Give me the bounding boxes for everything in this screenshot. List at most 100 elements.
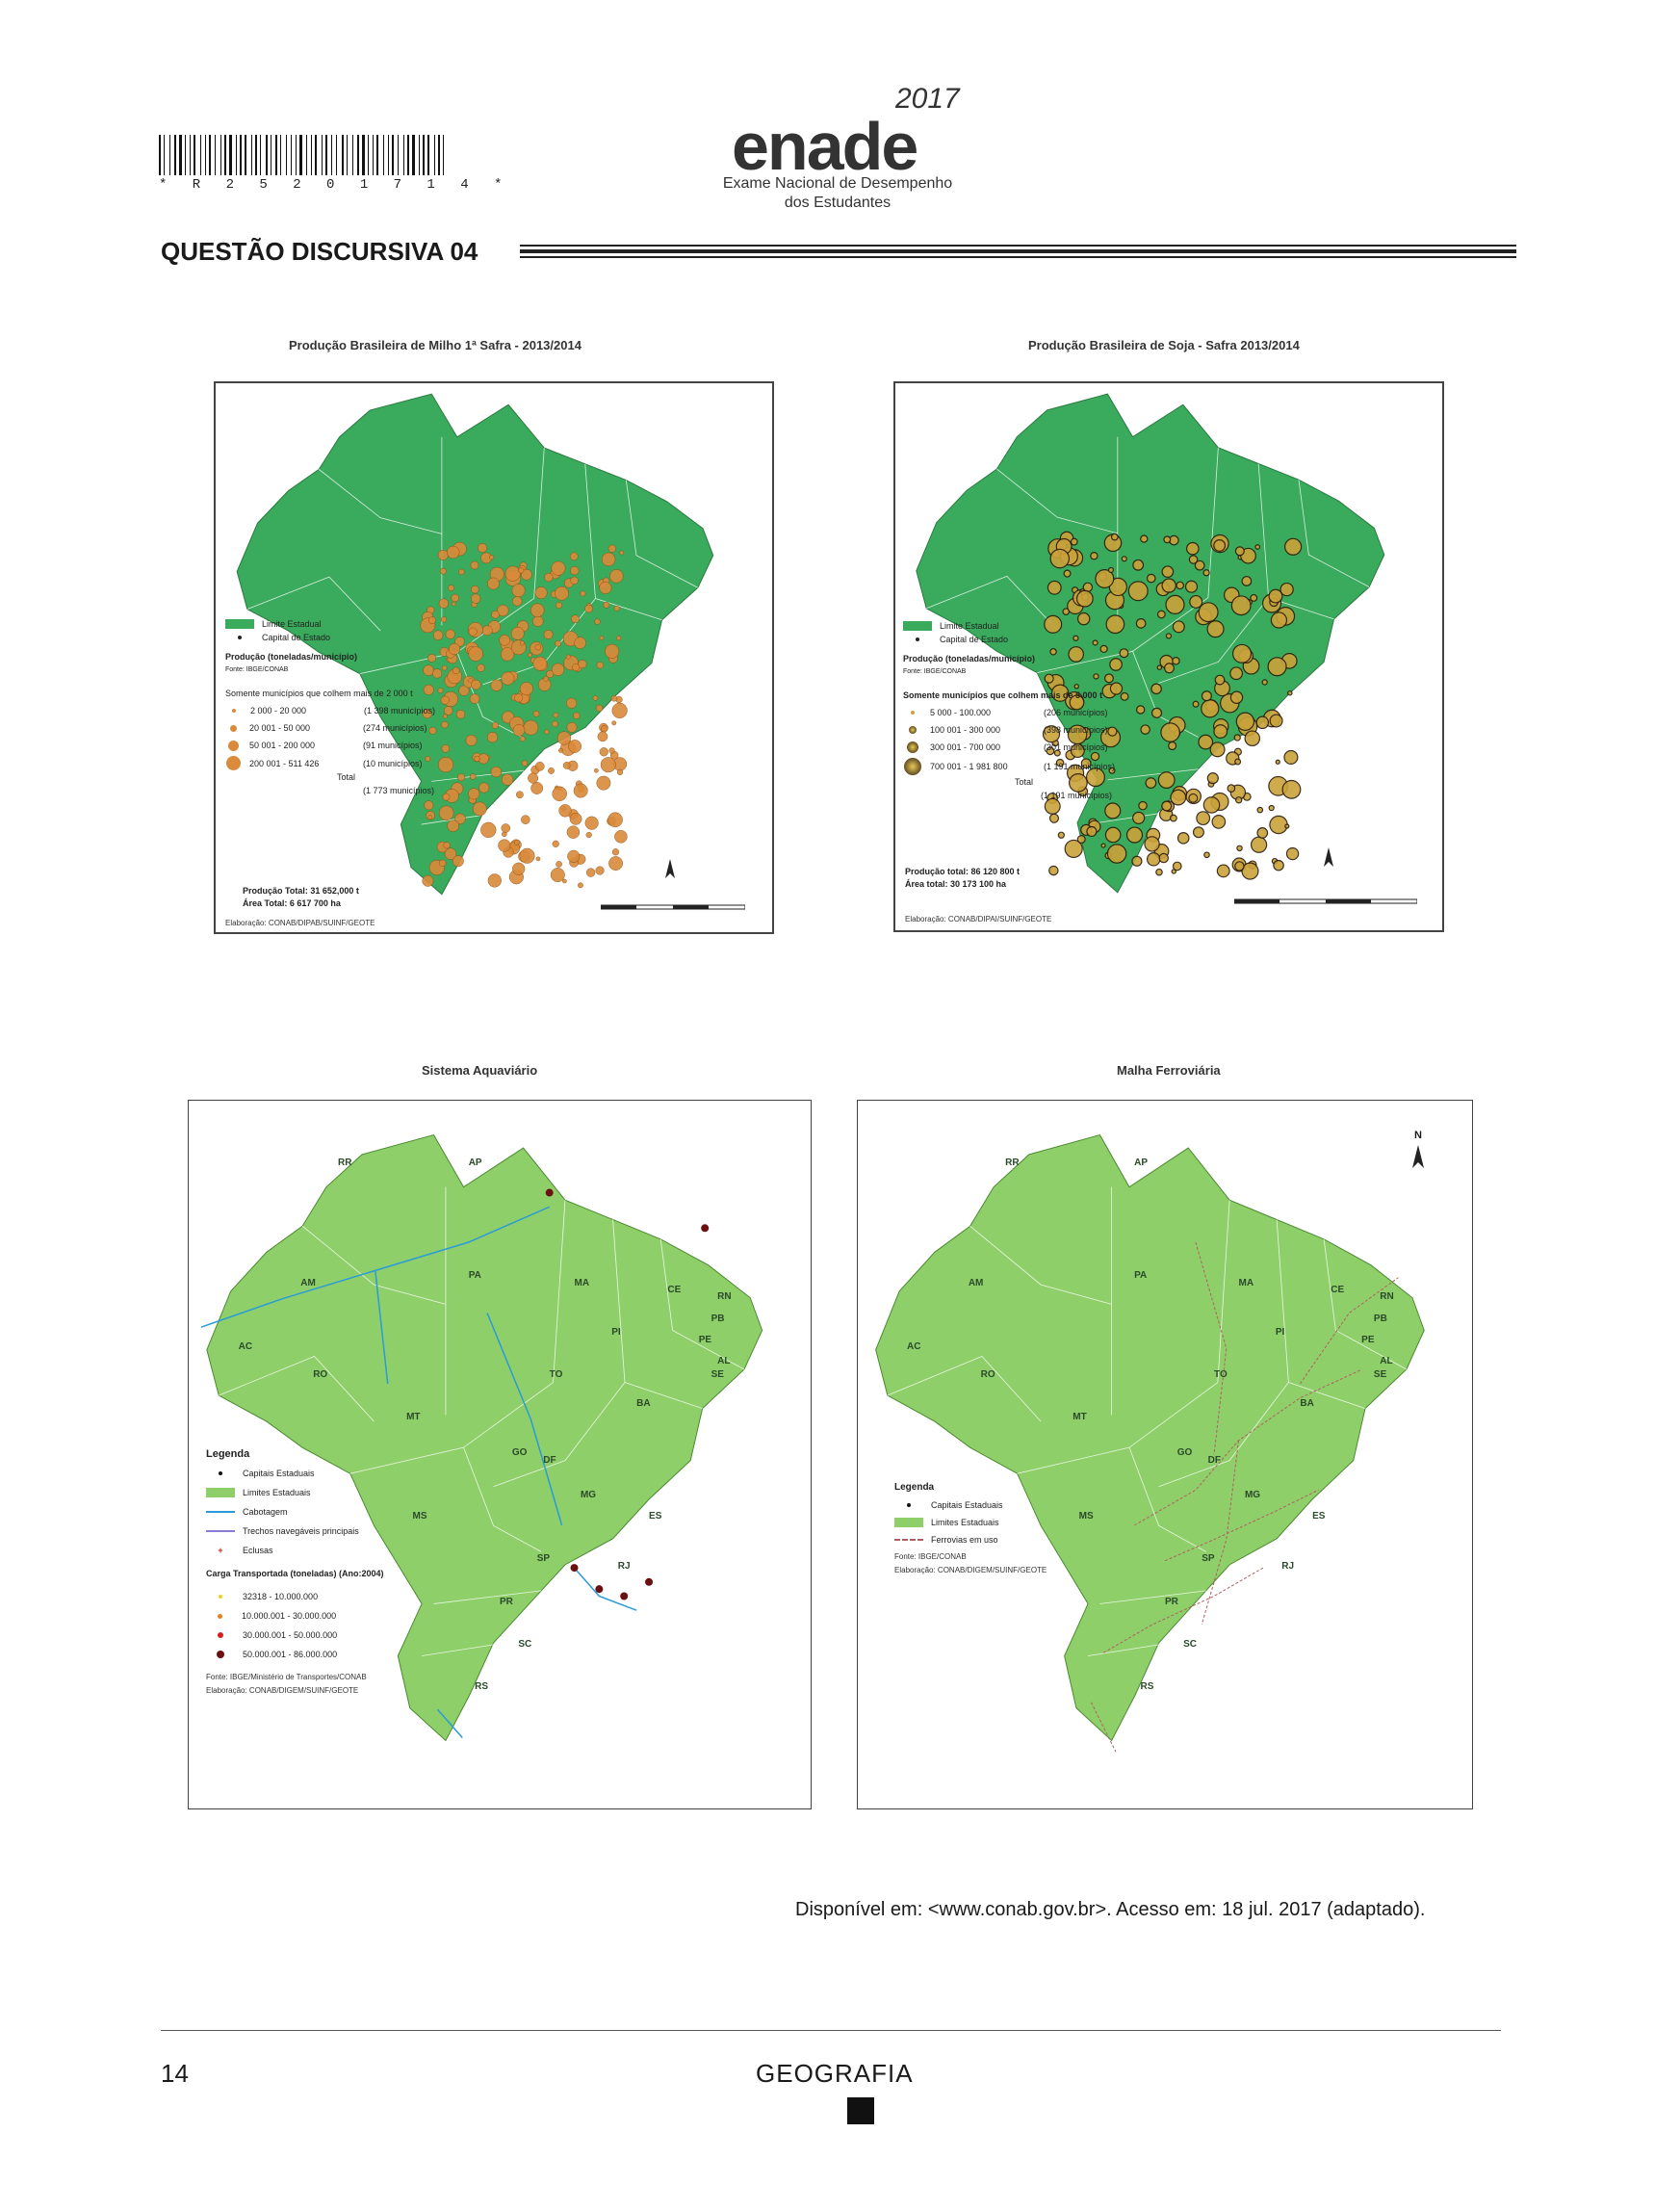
- state-label-df: DF: [1207, 1454, 1221, 1466]
- state-label-se: SE: [1373, 1369, 1387, 1381]
- cargo-class: 30.000.001 - 50.000.000: [243, 1630, 338, 1640]
- class-range: 200 001 - 511 426: [249, 758, 320, 768]
- legend-capital-label: Capital de Estado: [262, 633, 331, 642]
- milho-credit: Elaboração: CONAB/DIPAB/SUINF/GEOTE: [225, 919, 375, 927]
- footer-rule: [161, 2030, 1501, 2031]
- legend-item: Limites Estaduais: [931, 1518, 999, 1527]
- state-label-rr: RR: [1005, 1157, 1020, 1168]
- class-range: 300 001 - 700 000: [930, 742, 1001, 752]
- state-label-sc: SC: [1183, 1638, 1198, 1650]
- state-label-sp: SP: [1202, 1553, 1215, 1565]
- soja-area-total: Área total: 30 173 100 ha: [905, 879, 1007, 889]
- class-marker-icon: [232, 709, 236, 713]
- aquaviario-legend: Legenda Capitais Estaduais Limites Estad…: [206, 1447, 389, 1698]
- north-arrow-icon: [1412, 1145, 1424, 1168]
- waterway-line-icon: [206, 1530, 235, 1532]
- source-citation: Disponível em: <www.conab.gov.br>. Acess…: [795, 1899, 1426, 1920]
- legend-item: Trechos navegáveis principais: [243, 1526, 359, 1536]
- state-label-ma: MA: [574, 1277, 590, 1288]
- state-label-al: AL: [717, 1355, 731, 1366]
- state-label-to: TO: [1214, 1369, 1228, 1381]
- class-count: (206 municípios): [1044, 708, 1108, 717]
- legend-limit-label: Limite Estadual: [940, 621, 999, 631]
- prod-title: Produção (toneladas/município): [903, 654, 1036, 663]
- soja-legend: Limite Estadual Capital de Estado Produç…: [903, 619, 1115, 802]
- class-marker-icon: [230, 724, 237, 732]
- state-label-df: DF: [543, 1454, 556, 1466]
- north-arrow-icon: [665, 859, 675, 878]
- question-title: QUESTÃO DISCURSIVA 04: [161, 237, 478, 266]
- state-label-rs: RS: [475, 1680, 489, 1692]
- class-count: (1 191 municípios): [1044, 762, 1116, 771]
- soja-map-canvas: [916, 393, 1385, 894]
- total-label: Total: [336, 772, 355, 782]
- north-label: N: [1414, 1130, 1422, 1141]
- milho-map-title: Produção Brasileira de Milho 1ª Safra - …: [289, 338, 582, 352]
- state-label-mt: MT: [1073, 1412, 1087, 1423]
- state-label-ap: AP: [1134, 1157, 1148, 1168]
- state-label-al: AL: [1380, 1355, 1393, 1366]
- logo-year: 2017: [895, 83, 960, 115]
- cargo-marker-icon: [219, 1595, 222, 1599]
- cargo-class: 50.000.001 - 86.000.000: [243, 1650, 338, 1659]
- legend-item: Eclusas: [243, 1546, 273, 1555]
- state-label-mg: MG: [580, 1490, 597, 1501]
- cabotage-line-icon: [206, 1511, 235, 1513]
- legend-limit-label: Limite Estadual: [262, 619, 322, 629]
- legend-item: Capitais Estaduais: [931, 1500, 1003, 1510]
- capital-marker-icon: [916, 637, 919, 641]
- capital-marker-icon: [907, 1503, 911, 1507]
- class-count: (1 398 municípios): [364, 706, 436, 715]
- class-marker-icon: [904, 758, 921, 775]
- state-label-ac: AC: [238, 1340, 253, 1352]
- lock-icon: +: [218, 1546, 223, 1555]
- milho-map: Limite Estadual Capital de Estado Produç…: [214, 381, 774, 934]
- state-label-go: GO: [1176, 1447, 1193, 1459]
- state-label-es: ES: [649, 1511, 662, 1522]
- logo-subtitle-line2: dos Estudantes: [784, 195, 892, 211]
- class-count: (91 municípios): [363, 741, 423, 750]
- state-label-pb: PB: [1373, 1313, 1387, 1324]
- credit-source: Fonte: IBGE/Ministério de Transportes/CO…: [206, 1673, 367, 1681]
- scale-bar: [1234, 898, 1417, 904]
- total-count: (1 773 municípios): [363, 786, 435, 795]
- barcode-number: * R 2 5 2 0 1 7 1 4 *: [159, 177, 511, 193]
- soja-map: Limite Estadual Capital de Estado Produç…: [893, 381, 1444, 932]
- soja-map-title: Produção Brasileira de Soja - Safra 2013…: [1028, 338, 1300, 352]
- milho-map-canvas: [236, 393, 714, 896]
- class-range: 2 000 - 20 000: [250, 706, 307, 715]
- milho-prod-total: Produção Total: 31 652,000 t: [243, 886, 359, 896]
- state-label-es: ES: [1312, 1511, 1326, 1522]
- milho-legend: Limite Estadual Capital de Estado Produç…: [225, 617, 435, 797]
- class-marker-icon: [909, 726, 917, 734]
- threshold-note: Somente municípios que colhem mais de 5 …: [903, 690, 1103, 700]
- title-rule: [520, 245, 1516, 258]
- state-label-am: AM: [300, 1277, 316, 1288]
- logo-word: enade: [732, 109, 918, 184]
- ferroviaria-map-title: Malha Ferroviária: [1117, 1063, 1221, 1078]
- milho-area-total: Área Total: 6 617 700 ha: [243, 898, 341, 908]
- legend-title: Legenda: [206, 1448, 250, 1460]
- state-label-ms: MS: [412, 1511, 427, 1522]
- state-label-pi: PI: [1275, 1327, 1285, 1339]
- state-label-pe: PE: [698, 1334, 712, 1345]
- ferroviaria-map-canvas: [875, 1133, 1425, 1753]
- state-label-sp: SP: [536, 1553, 551, 1565]
- state-label-ap: AP: [468, 1157, 482, 1168]
- ferroviaria-legend: Legenda Capitais Estaduais Limites Estad…: [894, 1481, 1047, 1577]
- state-label-am: AM: [968, 1277, 984, 1288]
- state-label-pa: PA: [1134, 1270, 1148, 1282]
- state-label-ba: BA: [636, 1397, 651, 1409]
- aquaviario-map: RR AP AM PA MA CE RN PB PE AL SE PI AC RO TO BA MT GO DF MG…: [188, 1100, 812, 1809]
- state-label-ba: BA: [1300, 1397, 1314, 1409]
- footer-square-mark: [847, 2097, 874, 2124]
- state-label-ro: RO: [313, 1369, 328, 1381]
- legend-item: Capitais Estaduais: [243, 1469, 315, 1478]
- page-number: 14: [161, 2059, 189, 2088]
- class-marker-icon: [907, 741, 918, 753]
- legend-item: Ferrovias em uso: [931, 1535, 998, 1545]
- legend-capital-label: Capital de Estado: [940, 635, 1009, 644]
- state-label-rs: RS: [1140, 1680, 1154, 1692]
- class-marker-icon: [911, 711, 915, 715]
- rail-line-icon: [894, 1539, 923, 1541]
